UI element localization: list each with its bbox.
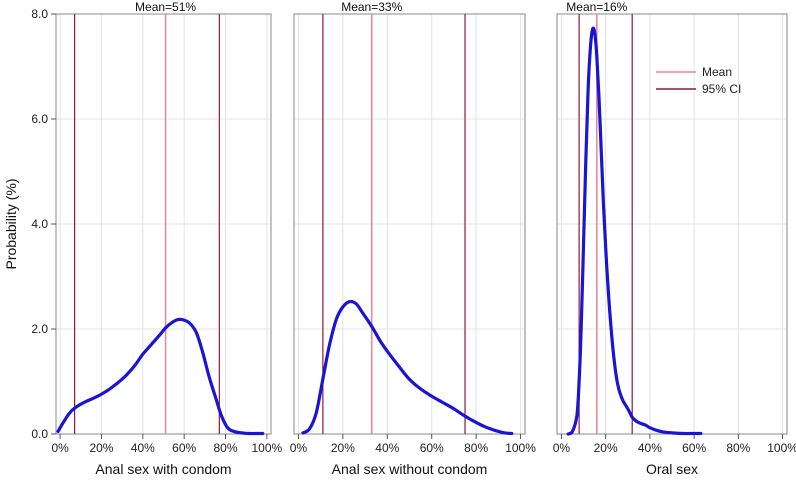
density-curve: [301, 299, 514, 436]
x-tick-label: 20%: [89, 441, 113, 455]
x-tick-label: 20%: [331, 441, 355, 455]
mean-label: Mean=51%: [135, 0, 196, 14]
legend: Mean 95% CI: [656, 65, 741, 96]
x-tick-label: 100%: [767, 441, 796, 455]
x-tick-label: 40%: [638, 441, 662, 455]
x-tick-label: 20%: [594, 441, 618, 455]
y-tick-label: 6.0: [31, 112, 48, 126]
x-tick-label: 80%: [726, 441, 750, 455]
panel-2: 0% 20% 40% 60% 80% 100% Anal sex without condo…: [290, 0, 536, 477]
x-tick-label: 100%: [505, 441, 536, 455]
x-tick-label: 60%: [172, 441, 196, 455]
x-axis-title: Anal sex without condom: [332, 461, 488, 477]
y-tick-label: 8.0: [31, 7, 48, 21]
density-curve: [56, 317, 265, 436]
x-tick-label: 0%: [290, 441, 308, 455]
x-axis-title: Anal sex with condom: [95, 461, 231, 477]
mean-label: Mean=16%: [566, 0, 627, 14]
legend-label: Mean: [702, 65, 732, 79]
x-tick-label: 60%: [682, 441, 706, 455]
x-axis-title: Oral sex: [646, 461, 698, 477]
x-tick-label: 40%: [375, 441, 399, 455]
legend-label: 95% CI: [702, 82, 741, 96]
y-tick-label: 4.0: [31, 217, 48, 231]
y-axis-title: Probability (%): [3, 178, 19, 269]
x-tick-label: 0%: [553, 441, 571, 455]
x-tick-label: 60%: [420, 441, 444, 455]
x-tick-label: 40%: [131, 441, 155, 455]
panel-1: 0% 20% 40% 60% 80% 100% Anal sex with condom Me…: [51, 0, 283, 477]
x-tick-label: 0%: [51, 441, 69, 455]
y-tick-label: 0.0: [31, 427, 48, 441]
y-tick-label: 2.0: [31, 322, 48, 336]
panel-3: 0% 20% 40% 60% 80% 100% Oral sex Mean=16%: [553, 0, 796, 477]
mean-label: Mean=33%: [341, 0, 402, 14]
x-tick-label: 80%: [464, 441, 488, 455]
panel-frame: [293, 13, 526, 435]
x-tick-label: 100%: [252, 441, 283, 455]
x-tick-label: 80%: [214, 441, 238, 455]
density-curve: [566, 26, 703, 436]
